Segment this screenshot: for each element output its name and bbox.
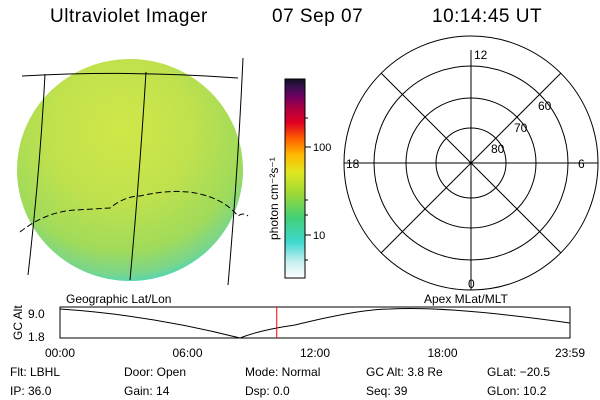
mlat-label-80: 80 [491, 142, 505, 156]
ip-value: IP: 36.0 [10, 384, 52, 398]
mlt-label-18: 18 [346, 157, 360, 171]
geographic-grid [19, 57, 249, 286]
altitude-min: 1.8 [28, 330, 45, 344]
mlt-label-12: 12 [474, 48, 488, 62]
timeline-left-label: Geographic Lat/Lon [66, 292, 171, 306]
intensity-colorbar: 100 10 photon cm⁻²s⁻¹ [267, 78, 331, 279]
orbit-timeline: Geographic Lat/Lon Apex MLat/MLT GC Alt … [11, 292, 585, 360]
gc-alt-value: GC Alt: 3.8 Re [366, 365, 443, 379]
seq-value: Seq: 39 [366, 384, 408, 398]
colorbar-tick-10: 10 [313, 230, 325, 242]
glat-value: GLat: −20.5 [487, 365, 550, 379]
mlt-label-0: 0 [468, 277, 475, 291]
app-title: Ultraviolet Imager [50, 6, 208, 27]
latitude-line-top [21, 72, 239, 79]
earth-disk-image [17, 59, 243, 281]
timeline-x-tick: 12:00 [300, 346, 330, 360]
polar-plot [343, 35, 599, 291]
timeline-x-tick: 00:00 [45, 346, 75, 360]
image-date: 07 Sep 07 [272, 6, 364, 27]
altitude-curve [59, 308, 571, 339]
filter-value: Flt: LBHL [10, 365, 60, 379]
image-time: 10:14:45 UT [432, 6, 543, 27]
gain-value: Gain: 14 [124, 384, 170, 398]
meridian-left [27, 73, 46, 276]
mode-value: Mode: Normal [245, 365, 320, 379]
status-info: Flt: LBHL IP: 36.0 Door: Open Gain: 14 M… [10, 365, 550, 398]
colorbar-unit-label: photon cm⁻²s⁻¹ [267, 157, 281, 240]
door-status: Door: Open [124, 365, 186, 379]
mlt-label-6: 6 [578, 157, 585, 171]
timeline-x-tick: 18:00 [427, 346, 457, 360]
latitude-line-dashed [19, 190, 249, 233]
colorbar-tick-100: 100 [313, 142, 331, 154]
altitude-max: 9.0 [28, 307, 45, 321]
timeline-x-tick: 06:00 [172, 346, 202, 360]
timeline-right-label: Apex MLat/MLT [424, 292, 508, 306]
glon-value: GLon: 10.2 [487, 384, 547, 398]
mlat-label-60: 60 [538, 99, 552, 113]
timeline-x-tick: 23:59 [555, 346, 585, 360]
dsp-value: Dsp: 0.0 [245, 384, 290, 398]
meridian-right [227, 57, 244, 286]
timeline-yaxis-label: GC Alt [11, 305, 25, 340]
mlat-label-70: 70 [514, 121, 528, 135]
meridian-center [129, 71, 147, 281]
